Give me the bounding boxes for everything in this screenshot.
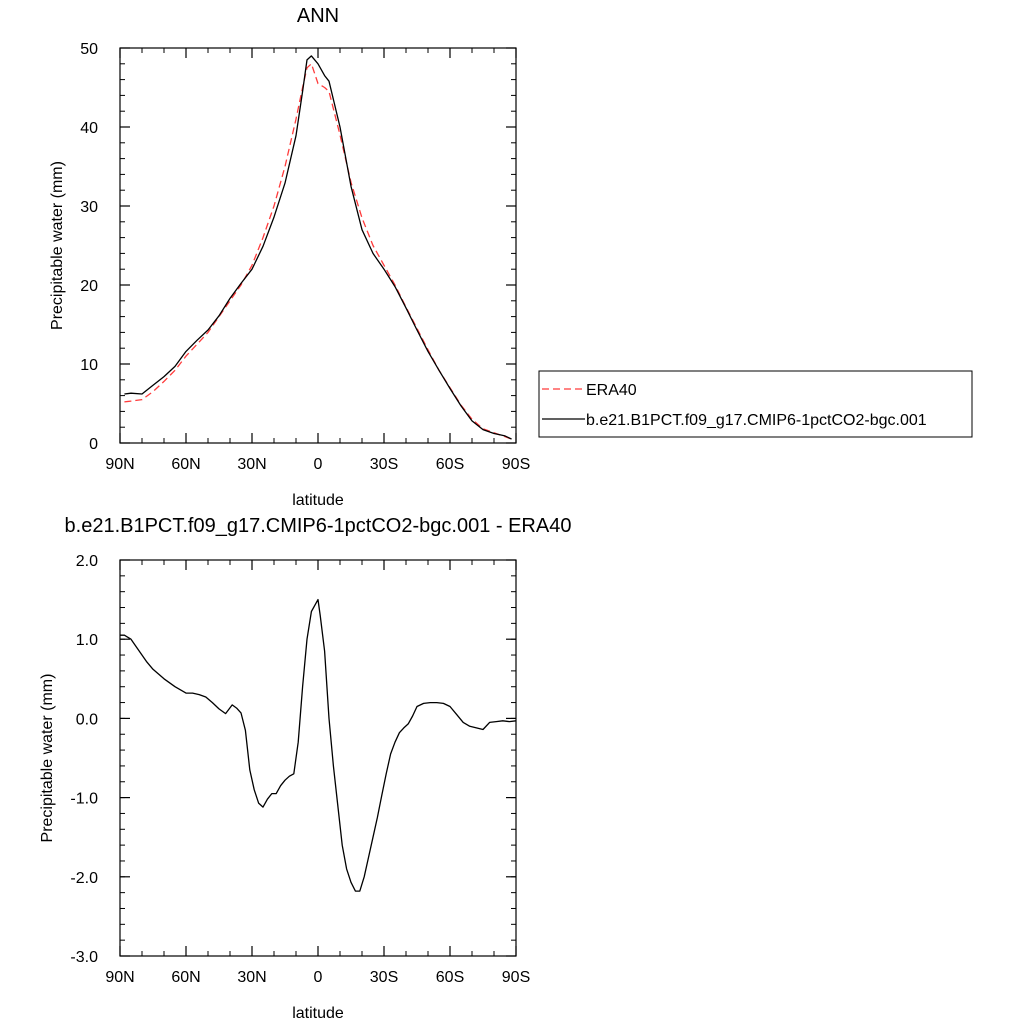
plot-frame [119, 559, 517, 957]
legend: ERA40 b.e21.B1PCT.f09_g17.CMIP6-1pctCO2-b… [538, 370, 973, 438]
chart-title: b.e21.B1PCT.f09_g17.CMIP6-1pctCO2-bgc.00… [65, 515, 572, 537]
series-line-1 [124, 63, 512, 440]
x-tick-label: 30S [370, 456, 398, 473]
x-tick-label: 60N [171, 969, 200, 986]
chart-panel-2: b.e21.B1PCT.f09_g17.CMIP6-1pctCO2-bgc.00… [39, 515, 571, 1022]
x-tick-label: 30S [370, 969, 398, 986]
y-tick-label: -3.0 [70, 949, 98, 966]
x-axis-label: latitude [292, 492, 344, 509]
x-axis-label: latitude [292, 1005, 344, 1022]
y-tick-label: 20 [80, 278, 98, 295]
y-tick-label: 2.0 [76, 553, 98, 570]
y-tick-label: -2.0 [70, 870, 98, 887]
chart-panel-1: ANN 90N 60N 30N 0 30S 60S 90S 0 10 20 30 40 50 latitud… [49, 5, 973, 509]
chart-title: ANN [297, 5, 339, 27]
x-tick-label: 90S [502, 456, 530, 473]
y-tick-label: 0.0 [76, 711, 98, 728]
y-tick-label: 40 [80, 120, 98, 137]
x-tick-label: 90N [105, 456, 134, 473]
x-tick-label: 0 [314, 969, 323, 986]
y-tick-label: 30 [80, 199, 98, 216]
y-tick-label: 50 [80, 41, 98, 58]
x-tick-label: 30N [237, 456, 266, 473]
legend-box [538, 370, 973, 438]
series-line-1 [120, 598, 517, 892]
x-tick-label: 0 [314, 456, 323, 473]
x-tick-label: 30N [237, 969, 266, 986]
x-tick-label: 60S [436, 969, 464, 986]
plot-frame [119, 47, 517, 444]
legend-label: ERA40 [586, 382, 637, 399]
y-tick-label: -1.0 [70, 791, 98, 808]
legend-label: b.e21.B1PCT.f09_g17.CMIP6-1pctCO2-bgc.00… [586, 412, 927, 429]
y-tick-label: 10 [80, 357, 98, 374]
x-tick-label: 90S [502, 969, 530, 986]
series-line-2 [124, 55, 512, 440]
x-tick-label: 60N [171, 456, 200, 473]
y-axis-label: Precipitable water (mm) [39, 674, 56, 843]
y-tick-label: 0 [89, 436, 98, 453]
x-tick-label: 60S [436, 456, 464, 473]
x-tick-label: 90N [105, 969, 134, 986]
y-axis-label: Precipitable water (mm) [49, 161, 66, 330]
y-tick-label: 1.0 [76, 632, 98, 649]
